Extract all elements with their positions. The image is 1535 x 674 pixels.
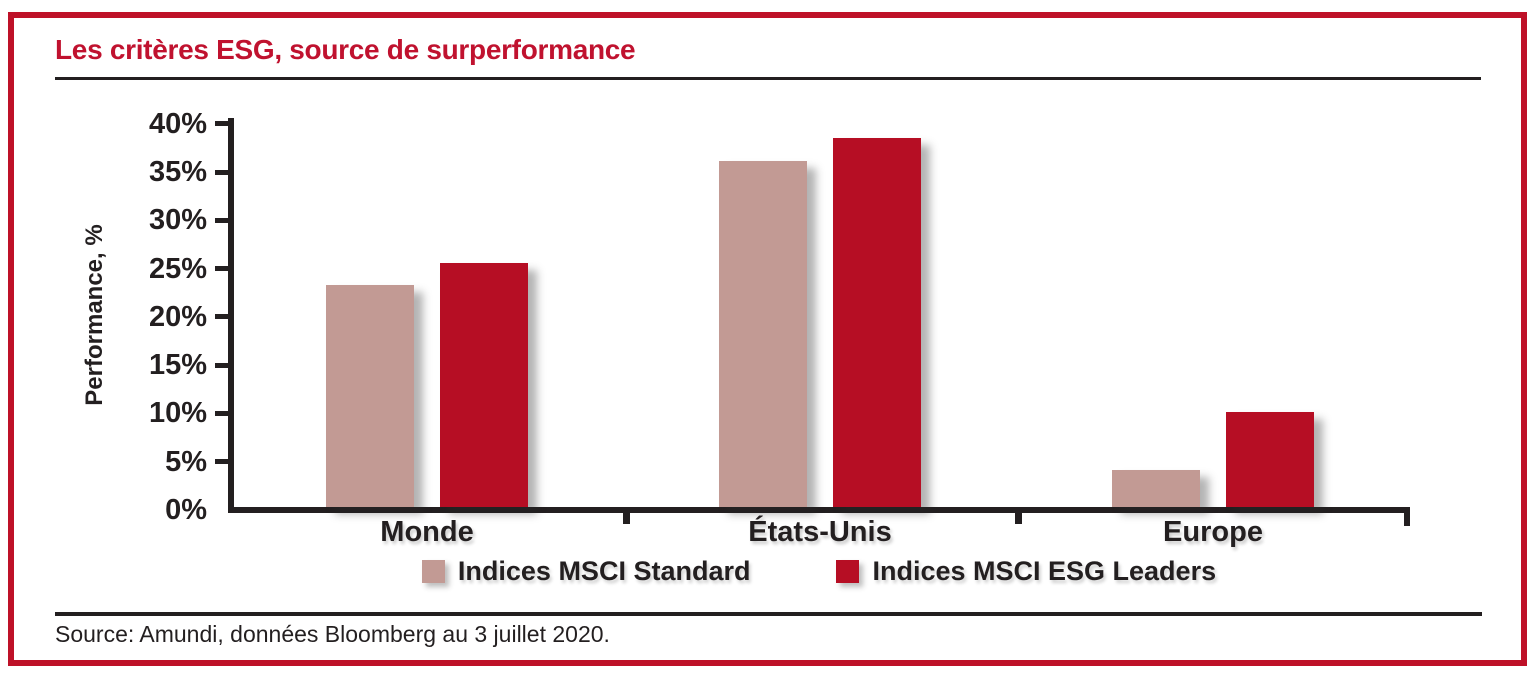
y-tick-mark xyxy=(215,266,228,271)
source-divider-rule xyxy=(55,612,1482,616)
legend-label: Indices MSCI ESG Leaders xyxy=(872,556,1217,586)
y-tick-label: 15% xyxy=(148,349,207,381)
bar-esg-leaders xyxy=(833,138,921,507)
x-axis-end-tick xyxy=(1404,507,1410,526)
y-tick-label: 20% xyxy=(148,301,207,333)
y-tick-label: 5% xyxy=(165,446,207,478)
y-tick-label: 40% xyxy=(148,108,207,140)
source-attribution: Source: Amundi, données Bloomberg au 3 j… xyxy=(55,621,610,647)
y-tick-label: 35% xyxy=(148,156,207,188)
legend-swatch xyxy=(421,560,445,583)
y-tick-label: 25% xyxy=(148,253,207,285)
y-tick-mark xyxy=(215,314,228,319)
y-tick-mark xyxy=(215,170,228,175)
title-divider-rule xyxy=(55,77,1481,80)
chart-legend: Indices MSCI Standard Indices MSCI ESG Le… xyxy=(228,556,1410,587)
legend-item: Indices MSCI ESG Leaders xyxy=(836,556,1216,587)
red-frame-border xyxy=(8,12,1527,666)
bar-esg-leaders xyxy=(440,263,528,507)
y-tick-mark xyxy=(215,411,228,416)
x-category-tick xyxy=(1015,513,1022,524)
y-tick-label: 30% xyxy=(148,204,207,236)
x-axis-line xyxy=(228,507,1410,513)
bar-standard xyxy=(719,161,807,507)
y-tick-mark xyxy=(215,121,228,126)
y-tick-label: 10% xyxy=(148,397,207,429)
legend-item: Indices MSCI Standard xyxy=(421,556,751,587)
bar-standard xyxy=(326,285,414,507)
y-axis-label: Performance, % xyxy=(81,224,108,406)
bar-esg-leaders xyxy=(1226,412,1314,507)
legend-label: Indices MSCI Standard xyxy=(457,556,751,586)
y-tick-mark xyxy=(215,218,228,223)
x-category-tick xyxy=(623,513,630,524)
y-tick-mark xyxy=(215,459,228,464)
bar-standard xyxy=(1112,470,1200,507)
x-category-label: États-Unis xyxy=(748,516,892,548)
x-category-label: Monde xyxy=(380,516,474,548)
y-tick-mark xyxy=(215,363,228,368)
y-axis-line xyxy=(228,118,234,513)
x-category-label: Europe xyxy=(1163,516,1263,548)
chart-title: Les critères ESG, source de surperforman… xyxy=(55,34,636,65)
y-tick-label: 0% xyxy=(165,494,207,526)
legend-swatch xyxy=(836,560,860,583)
